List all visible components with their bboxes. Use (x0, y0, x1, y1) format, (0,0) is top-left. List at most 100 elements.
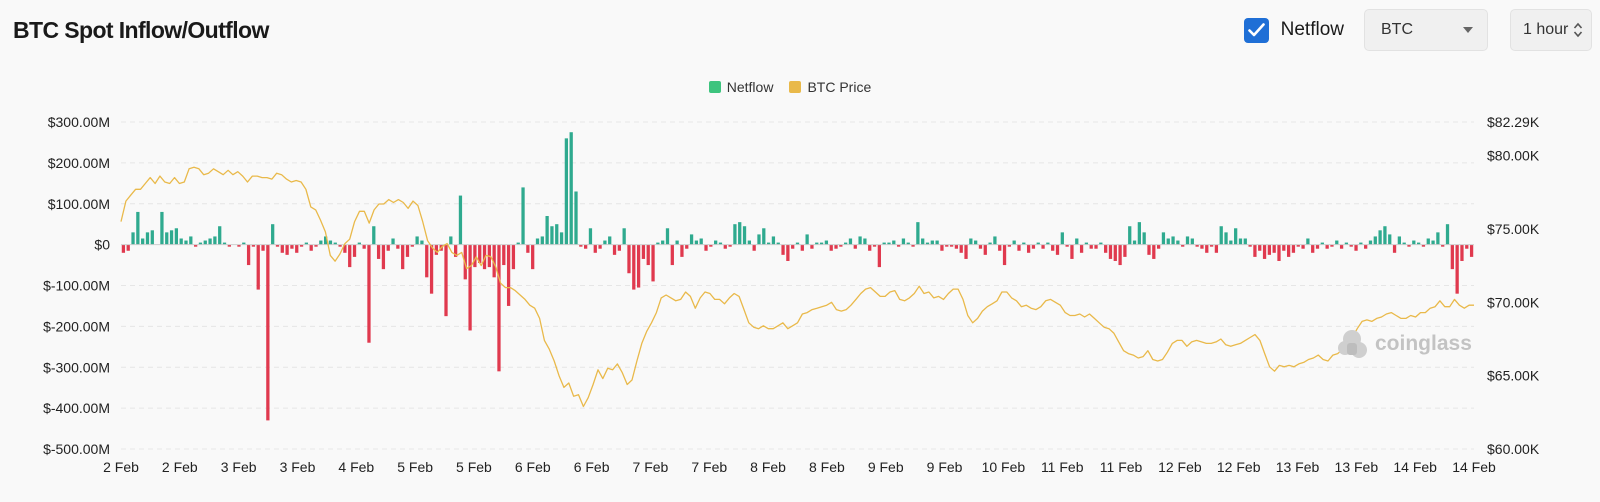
netflow-bar (810, 244, 814, 249)
x-tick-label: 6 Feb (574, 459, 610, 475)
x-tick-label: 8 Feb (750, 459, 786, 475)
x-tick-label: 5 Feb (456, 459, 492, 475)
netflow-bar (1354, 244, 1358, 251)
netflow-bar (1402, 242, 1406, 245)
netflow-bar (896, 244, 901, 247)
netflow-bar (781, 244, 785, 255)
netflow-toggle-label: Netflow (1280, 19, 1344, 40)
netflow-bar (280, 244, 284, 253)
x-tick-label: 11 Feb (1041, 459, 1084, 475)
x-tick-label: 13 Feb (1335, 459, 1379, 475)
netflow-bar (1234, 228, 1238, 245)
netflow-bar (1185, 236, 1190, 245)
netflow-bar (1181, 244, 1185, 247)
netflow-bar (1171, 236, 1175, 245)
y-left-tick-label: $300.00M (48, 114, 110, 130)
netflow-bar (482, 244, 487, 270)
netflow-bar (598, 244, 602, 249)
legend-item-netflow[interactable]: Netflow (708, 79, 773, 95)
netflow-bar (747, 240, 751, 245)
netflow-bar (1026, 244, 1031, 253)
netflow-bar (916, 222, 920, 245)
netflow-bar (1272, 244, 1276, 253)
netflow-bar (1041, 244, 1045, 249)
netflow-bar (824, 240, 829, 245)
netflow-bar (762, 228, 766, 245)
netflow-bar (198, 242, 203, 245)
netflow-bar (935, 240, 939, 245)
netflow-bar (1455, 244, 1459, 294)
netflow-bar (636, 244, 641, 288)
netflow-bar (603, 240, 607, 245)
netflow-bar (420, 240, 424, 245)
netflow-bar (1416, 242, 1421, 245)
netflow-bar (357, 242, 361, 245)
netflow-bar (405, 244, 410, 257)
netflow-bar (1075, 238, 1079, 245)
netflow-bar (1123, 244, 1127, 257)
netflow-toggle[interactable]: Netflow (1243, 17, 1344, 43)
netflow-bar (165, 232, 169, 245)
netflow-bar (203, 240, 207, 245)
netflow-bar (1431, 240, 1435, 245)
netflow-bar (656, 242, 660, 245)
netflow-bar (1315, 244, 1320, 249)
netflow-bar (757, 234, 761, 245)
netflow-bar (632, 244, 636, 290)
x-tick-label: 12 Feb (1217, 459, 1261, 475)
netflow-bar (401, 244, 405, 270)
netflow-bar (1036, 242, 1040, 245)
netflow-bar (579, 244, 583, 247)
netflow-bar (174, 228, 179, 245)
netflow-bar (1113, 244, 1117, 261)
netflow-bar (733, 224, 737, 245)
netflow-bar (559, 232, 564, 245)
netflow-bar (150, 230, 154, 245)
netflow-bar (295, 244, 299, 253)
netflow-bar (1253, 244, 1257, 257)
netflow-bar (1296, 244, 1300, 247)
legend-label-btc-price: BTC Price (807, 79, 872, 95)
netflow-bar (169, 230, 174, 245)
netflow-bar (352, 244, 357, 257)
netflow-bar (1147, 244, 1151, 255)
netflow-bar (752, 244, 756, 251)
netflow-bar (969, 238, 973, 245)
netflow-bar (1079, 244, 1084, 253)
legend-item-btc-price[interactable]: BTC Price (789, 79, 871, 95)
y-axis-left: $300.00M $200.00M $100.00M $0 $-100.00M $-200… (43, 114, 110, 457)
netflow-bar (964, 244, 968, 259)
netflow-bar (545, 216, 549, 245)
netflow-bar (930, 240, 934, 245)
coin-select[interactable]: BTC (1364, 9, 1488, 51)
netflow-bar (1142, 232, 1146, 245)
netflow-bar (1089, 244, 1093, 249)
netflow-bar (328, 240, 333, 245)
btc-price-line (120, 166, 1474, 408)
x-tick-label: 6 Feb (515, 459, 551, 475)
interval-select[interactable]: 1 hour (1510, 9, 1592, 51)
netflow-bar (988, 242, 992, 245)
netflow-bar (1460, 244, 1464, 261)
netflow-bar (189, 236, 193, 245)
y-right-tick-label: $60.00K (1487, 441, 1540, 457)
netflow-bar (208, 238, 212, 245)
netflow-bar (237, 244, 241, 247)
netflow-bar (415, 236, 419, 245)
netflow-bar (275, 244, 280, 247)
watermark-text: coinglass (1375, 332, 1472, 355)
netflow-bar (608, 236, 612, 245)
netflow-checkbox[interactable] (1243, 17, 1269, 43)
netflow-bar (1383, 226, 1387, 245)
netflow-bar (242, 242, 246, 245)
x-tick-label: 3 Feb (221, 459, 257, 475)
netflow-bar (540, 236, 544, 245)
netflow-bar (473, 244, 477, 268)
netflow-bar (285, 244, 289, 255)
netflow-bar (868, 244, 872, 251)
netflow-bar (227, 244, 231, 247)
netflow-bar (675, 240, 679, 245)
netflow-bar (222, 242, 227, 245)
netflow-bar (728, 244, 732, 247)
netflow-bar (800, 244, 804, 251)
